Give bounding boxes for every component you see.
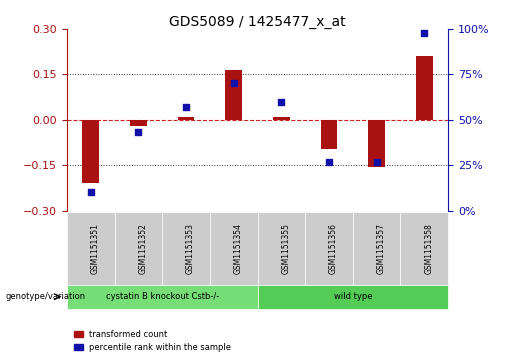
Point <box>182 104 190 110</box>
Text: GDS5089 / 1425477_x_at: GDS5089 / 1425477_x_at <box>169 15 346 29</box>
Bar <box>416 56 433 120</box>
Bar <box>82 120 99 183</box>
Bar <box>226 70 242 120</box>
Text: genotype/variation: genotype/variation <box>5 292 85 301</box>
Point <box>277 99 285 105</box>
Text: GSM1151355: GSM1151355 <box>281 223 290 274</box>
Bar <box>130 120 147 126</box>
Text: GSM1151352: GSM1151352 <box>139 223 147 274</box>
Bar <box>321 120 337 148</box>
Text: cystatin B knockout Cstb-/-: cystatin B knockout Cstb-/- <box>106 292 219 301</box>
Text: GSM1151354: GSM1151354 <box>234 223 243 274</box>
Bar <box>273 117 289 120</box>
Text: GSM1151358: GSM1151358 <box>424 223 433 274</box>
Point <box>420 30 428 36</box>
Bar <box>368 120 385 167</box>
Bar <box>178 117 194 120</box>
Point <box>372 159 381 164</box>
Text: wild type: wild type <box>334 292 372 301</box>
Text: GSM1151356: GSM1151356 <box>329 223 338 274</box>
Text: GSM1151353: GSM1151353 <box>186 223 195 274</box>
Point <box>134 130 143 135</box>
Point <box>325 159 333 164</box>
Text: GSM1151357: GSM1151357 <box>376 223 386 274</box>
Point <box>87 189 95 195</box>
Text: GSM1151351: GSM1151351 <box>91 223 100 274</box>
Point <box>230 81 238 86</box>
Legend: transformed count, percentile rank within the sample: transformed count, percentile rank withi… <box>71 326 235 355</box>
